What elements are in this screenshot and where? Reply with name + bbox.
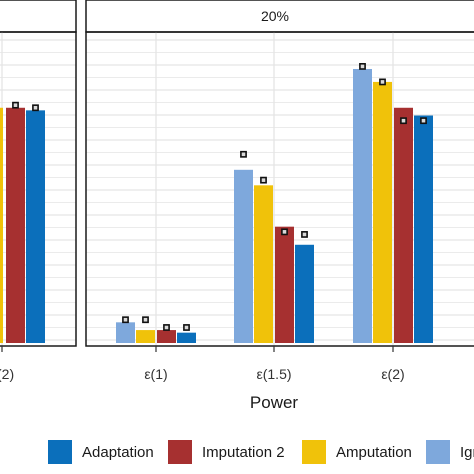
imputation-2-bar (394, 107, 413, 343)
x-tick-label: ε(1) (144, 366, 167, 382)
ignorance-bar (234, 169, 253, 343)
ignorance-bar (116, 322, 135, 343)
ignorance-point (359, 63, 366, 70)
adaptation-point (183, 324, 190, 331)
imputation-2-point (400, 117, 407, 125)
right-panel: 20% ε(1) ε(1.5) ε(2) Power (85, 0, 474, 412)
panel-strip (85, 0, 474, 33)
amputation-bar (254, 185, 273, 343)
adaptation-bar (414, 115, 433, 344)
imputation-2-bar (6, 107, 25, 343)
legend-item-imputation-2-swatch (168, 440, 192, 464)
legend-item-imputation-2-label: Imputation 2 (202, 444, 285, 461)
right-panel-border (85, 31, 474, 347)
left-x-tick-label: (2) (0, 366, 14, 382)
left-panel: (2) (0, 0, 77, 382)
ignorance-point (240, 150, 247, 158)
amputation-bar (136, 330, 155, 343)
left-bars (0, 101, 45, 343)
legend-item-ign-swatch (426, 440, 450, 464)
left-panel-border (0, 31, 77, 347)
legend-item-ign-label: Ign (460, 444, 474, 461)
legend-item-adaptation-swatch (48, 440, 72, 464)
adaptation-bar (26, 110, 45, 343)
imputation-2-point (163, 324, 170, 331)
amputation-point (260, 176, 267, 184)
amputation-point (379, 78, 386, 86)
legend-item-amputation-swatch (302, 440, 326, 464)
left-panel-strip (0, 0, 77, 33)
adaptation-point (32, 104, 39, 112)
adaptation-point (301, 231, 308, 238)
amputation-bar (0, 107, 3, 343)
legend-item-amputation-label: Amputation (336, 444, 412, 461)
imputation-2-point (281, 228, 288, 236)
x-tick-label: ε(2) (381, 366, 404, 382)
right-bars (116, 63, 433, 344)
amputation-bar (373, 81, 392, 343)
ignorance-bar (353, 68, 372, 344)
legend: Adaptation Imputation 2 Amputation Ign (48, 440, 474, 464)
adaptation-bar (295, 244, 314, 343)
legend-item-adaptation-label: Adaptation (82, 444, 154, 461)
adaptation-bar (177, 332, 196, 343)
adaptation-point (420, 117, 427, 125)
amputation-point (142, 316, 149, 324)
panel-strip-label: 20% (261, 8, 289, 24)
imputation-2-bar (275, 226, 294, 343)
ignorance-point (122, 316, 129, 324)
x-ticks: ε(1) ε(1.5) ε(2) (144, 346, 405, 382)
imputation-2-point (12, 101, 19, 109)
x-tick-label: ε(1.5) (256, 366, 291, 382)
imputation-2-bar (157, 330, 176, 343)
x-axis-title: Power (250, 393, 299, 412)
